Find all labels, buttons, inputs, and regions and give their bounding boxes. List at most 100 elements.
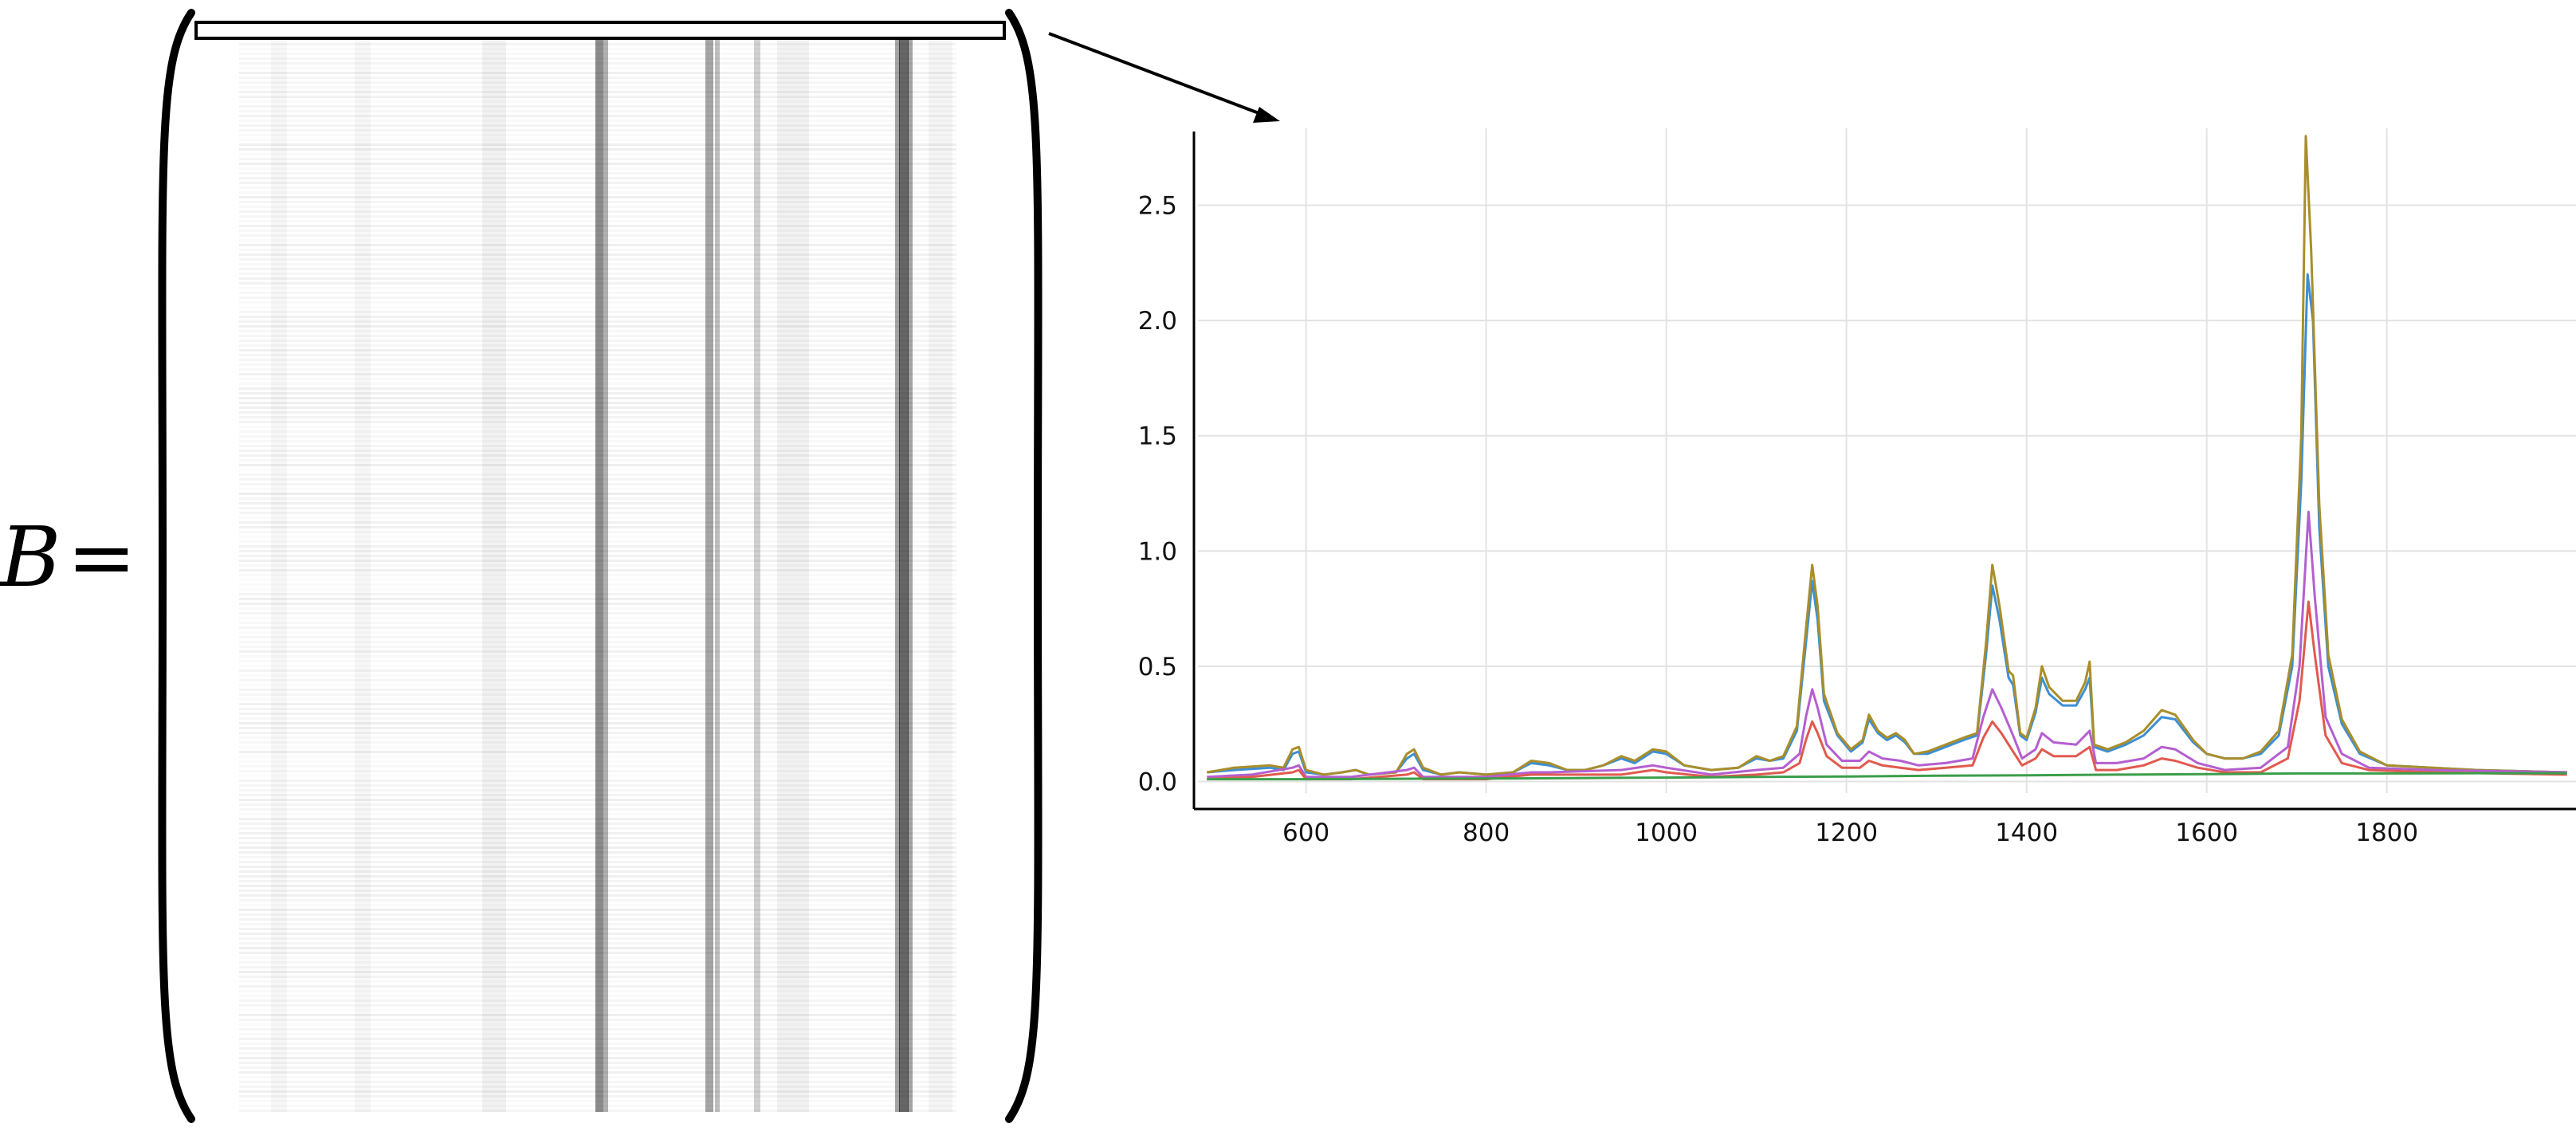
matrix-row-streak xyxy=(239,277,956,280)
matrix-row-streak xyxy=(239,497,956,500)
matrix-row-streak xyxy=(239,823,956,825)
matrix-row-streak xyxy=(239,478,956,481)
matrix-row-streak xyxy=(239,1014,956,1016)
matrix-row-streak xyxy=(239,784,956,787)
matrix-column-band xyxy=(929,38,952,1112)
matrix-row-streak xyxy=(239,148,956,151)
matrix-row-streak xyxy=(239,459,956,461)
matrix-background xyxy=(188,33,989,1113)
matrix-row-streak xyxy=(239,756,956,758)
x-tick-label: 1000 xyxy=(1635,819,1698,847)
matrix-row-streak xyxy=(239,53,956,55)
matrix-row-streak xyxy=(239,473,956,476)
matrix-row-streak xyxy=(239,555,956,557)
matrix-row-streak xyxy=(239,48,956,50)
matrix-row-streak xyxy=(239,660,956,662)
matrix-row-streak xyxy=(239,961,956,964)
matrix-row-streak xyxy=(239,1066,956,1069)
matrix-row-streak xyxy=(239,655,956,658)
matrix-row-streak xyxy=(239,708,956,710)
matrix-row-streak xyxy=(239,72,956,74)
matrix-columns xyxy=(482,38,952,1112)
matrix-row-streak xyxy=(239,870,956,873)
matrix-row-streak xyxy=(239,603,956,605)
matrix-row-streak xyxy=(239,760,956,763)
y-tick-label: 1.0 xyxy=(1138,537,1177,566)
matrix-row-streak xyxy=(239,163,956,165)
matrix-symbol: B xyxy=(0,509,61,606)
matrix-row-streak xyxy=(239,493,956,495)
matrix-column-band xyxy=(482,38,506,1112)
matrix-row-streak xyxy=(239,263,956,265)
matrix-row-streak xyxy=(239,789,956,791)
matrix-row-streak xyxy=(239,799,956,801)
matrix-row-streak xyxy=(239,818,956,820)
matrix-row-streak xyxy=(239,67,956,69)
x-tick-label: 600 xyxy=(1282,819,1329,847)
matrix-column-band xyxy=(705,38,713,1112)
x-tick-label: 1800 xyxy=(2355,819,2418,847)
matrix-row-streak xyxy=(239,421,956,423)
series-line-5 xyxy=(1207,772,2567,781)
matrix-column-band xyxy=(908,38,913,1112)
matrix-row-streak xyxy=(239,196,956,198)
matrix-row-streak xyxy=(239,502,956,505)
matrix-row-streak xyxy=(239,875,956,878)
matrix-row-streak xyxy=(239,430,956,433)
matrix-row-streak xyxy=(239,1009,956,1011)
matrix-row-streak xyxy=(239,249,956,251)
matrix-row-streak xyxy=(239,378,956,380)
matrix-row-streak xyxy=(239,335,956,337)
matrix-row-streak xyxy=(239,536,956,538)
chart-series xyxy=(1207,135,2567,781)
matrix-row-streak xyxy=(239,110,956,112)
matrix-row-streak xyxy=(239,674,956,677)
left-bracket xyxy=(158,9,195,1123)
matrix-row-streak xyxy=(239,244,956,246)
matrix-row-streak xyxy=(239,861,956,863)
matrix-row-streak xyxy=(239,306,956,308)
matrix-row-streak xyxy=(239,545,956,548)
matrix-row-streak xyxy=(239,727,956,729)
chart-grid-horizontal xyxy=(1198,204,2576,783)
matrix-row-streak xyxy=(239,387,956,390)
matrix-column-band xyxy=(895,38,900,1112)
matrix-row-streak xyxy=(239,282,956,285)
matrix-row-streak xyxy=(239,851,956,854)
matrix-row-streak xyxy=(239,258,956,261)
matrix-row-streak xyxy=(239,191,956,194)
matrix-row-streak xyxy=(239,626,956,629)
matrix-row-streak xyxy=(239,435,956,438)
matrix-row-streak xyxy=(239,440,956,442)
matrix-row-streak xyxy=(239,1109,956,1112)
matrix-row-streak xyxy=(239,846,956,849)
matrix-row-streak xyxy=(239,124,956,127)
matrix-row-streak xyxy=(239,880,956,882)
matrix-row-streak xyxy=(239,100,956,103)
matrix-row-streak xyxy=(239,397,956,399)
matrix-row-streak xyxy=(239,129,956,132)
matrix-row-streak xyxy=(239,1081,956,1083)
matrix-row-streak xyxy=(239,182,956,184)
matrix-row-streak xyxy=(239,966,956,968)
y-tick-label: 2.0 xyxy=(1138,307,1177,336)
matrix-row-streak xyxy=(239,808,956,811)
matrix-row-streak xyxy=(239,153,956,155)
matrix-row-streak xyxy=(239,359,956,361)
matrix-row-streak xyxy=(239,732,956,734)
matrix-row-streak xyxy=(239,980,956,983)
matrix-row-streak xyxy=(239,550,956,552)
matrix-row-streak xyxy=(239,770,956,772)
matrix-row-streak xyxy=(239,923,956,925)
matrix-row-streak xyxy=(239,268,956,270)
chart-grid-vertical xyxy=(1305,128,2388,793)
matrix-row-streak xyxy=(239,86,956,88)
matrix-row-streak xyxy=(239,622,956,624)
series-line-2 xyxy=(1207,135,2567,776)
matrix-row-streak xyxy=(239,1043,956,1045)
matrix-row-streak xyxy=(239,1004,956,1007)
matrix-row-streak xyxy=(239,406,956,409)
matrix-row-streak xyxy=(239,354,956,356)
matrix-row-streak xyxy=(239,320,956,323)
matrix-row-streak xyxy=(239,292,956,294)
